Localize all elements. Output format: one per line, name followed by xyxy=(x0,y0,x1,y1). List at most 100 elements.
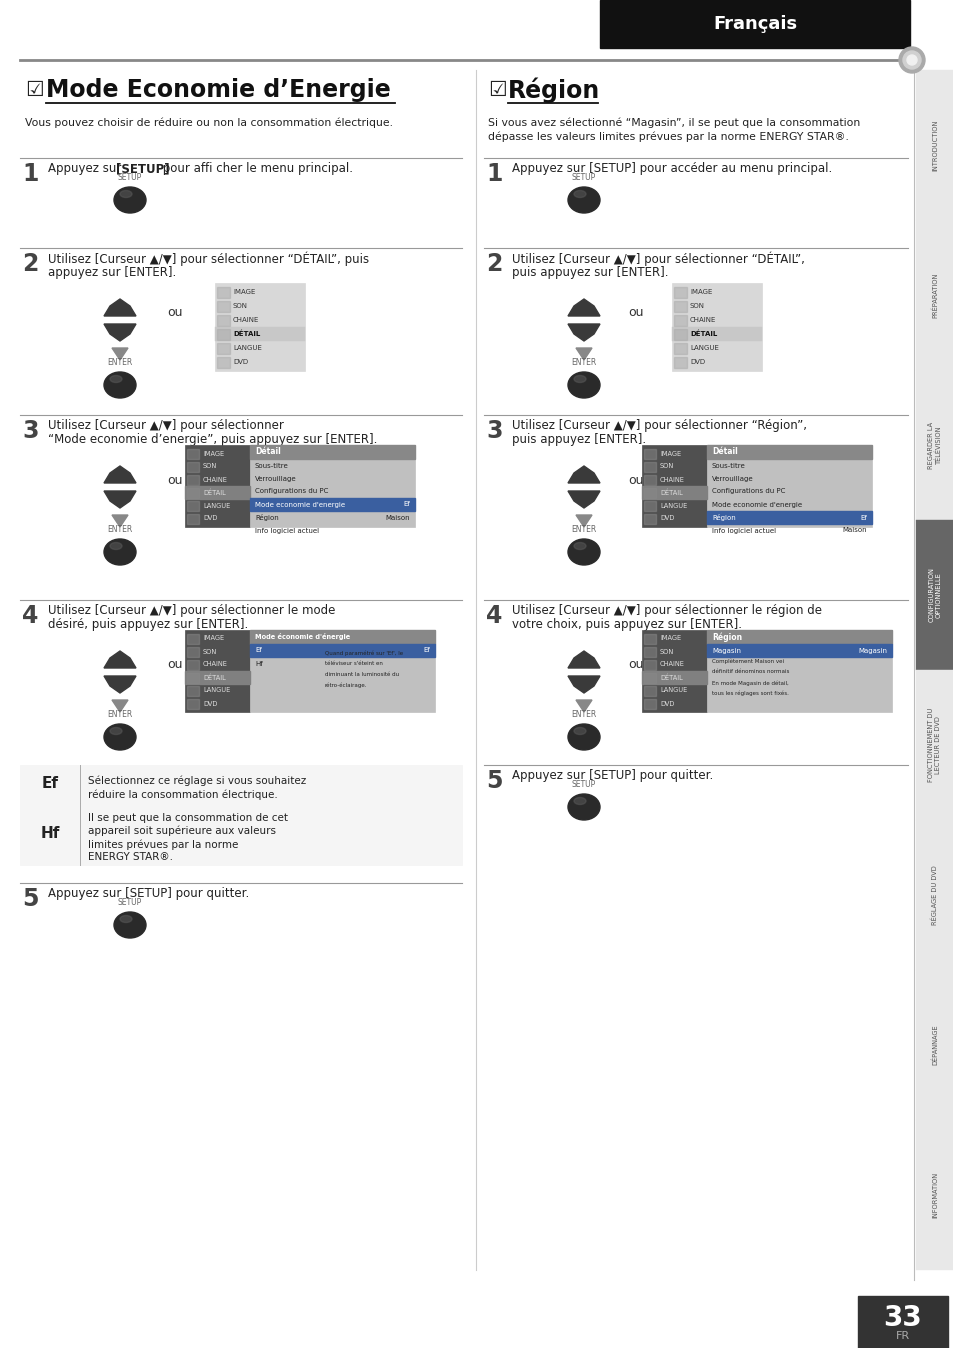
Text: DVD: DVD xyxy=(233,359,248,365)
Text: INTRODUCTION: INTRODUCTION xyxy=(931,120,937,171)
Text: pour affi cher le menu principal.: pour affi cher le menu principal. xyxy=(159,162,353,175)
Text: puis appuyez sur [ENTER].: puis appuyez sur [ENTER]. xyxy=(512,266,668,279)
Text: ou: ou xyxy=(628,659,643,671)
Bar xyxy=(214,283,305,371)
Ellipse shape xyxy=(110,376,122,383)
Text: Magasin: Magasin xyxy=(857,647,886,654)
Bar xyxy=(706,630,891,644)
Text: Ef: Ef xyxy=(42,776,58,791)
Text: Région: Région xyxy=(711,632,741,642)
Text: DÉTAIL: DÉTAIL xyxy=(203,489,226,496)
Bar xyxy=(185,630,250,712)
Bar xyxy=(915,971,953,1120)
Ellipse shape xyxy=(567,539,599,565)
Bar xyxy=(857,1295,947,1348)
Ellipse shape xyxy=(567,724,599,749)
Text: Ef: Ef xyxy=(423,647,430,654)
Bar xyxy=(673,315,686,326)
Text: ou: ou xyxy=(167,306,183,319)
Text: FONCTIONNEMENT DU
LECTEUR DE DVD: FONCTIONNEMENT DU LECTEUR DE DVD xyxy=(927,708,941,782)
Text: ou: ou xyxy=(167,659,183,671)
Text: Région: Région xyxy=(254,514,278,520)
Text: CONFIGURATION
OPTIONNELLE: CONFIGURATION OPTIONNELLE xyxy=(927,568,941,623)
Text: FR: FR xyxy=(895,1330,909,1341)
Text: IMAGE: IMAGE xyxy=(203,635,224,642)
Text: Hf: Hf xyxy=(254,661,262,666)
Ellipse shape xyxy=(574,376,585,383)
Text: 4: 4 xyxy=(485,604,502,628)
Polygon shape xyxy=(576,515,592,527)
Text: dépasse les valeurs limites prévues par la norme ENERGY STAR®.: dépasse les valeurs limites prévues par … xyxy=(488,132,848,143)
Bar xyxy=(187,449,199,460)
Text: Région: Région xyxy=(507,77,599,102)
Text: votre choix, puis appuyez sur [ENTER].: votre choix, puis appuyez sur [ENTER]. xyxy=(512,617,741,631)
Text: 5: 5 xyxy=(485,768,502,793)
Text: DVD: DVD xyxy=(203,701,217,706)
Bar xyxy=(216,342,230,355)
Ellipse shape xyxy=(574,798,585,805)
Text: ☑: ☑ xyxy=(25,80,44,100)
Bar xyxy=(673,357,686,368)
Text: Appuyez sur [SETUP] pour quitter.: Appuyez sur [SETUP] pour quitter. xyxy=(512,768,713,782)
Bar xyxy=(643,501,656,511)
Text: Appuyez sur: Appuyez sur xyxy=(48,162,125,175)
Bar xyxy=(643,488,656,497)
Text: Verrouillage: Verrouillage xyxy=(711,476,753,481)
Polygon shape xyxy=(104,299,136,315)
Text: IMAGE: IMAGE xyxy=(659,450,680,457)
Text: Sous-titre: Sous-titre xyxy=(711,462,745,469)
Bar xyxy=(250,630,435,644)
Text: ENTER: ENTER xyxy=(571,710,596,718)
Text: Ef: Ef xyxy=(860,515,866,520)
Bar xyxy=(706,630,891,712)
Text: ENTER: ENTER xyxy=(571,359,596,367)
Text: désiré, puis appuyez sur [ENTER].: désiré, puis appuyez sur [ENTER]. xyxy=(48,617,248,631)
Bar xyxy=(643,661,656,670)
Bar xyxy=(643,514,656,524)
Text: 1: 1 xyxy=(22,162,38,186)
Text: définitif dénominos normais: définitif dénominos normais xyxy=(711,669,788,674)
Text: Utilisez [Curseur ▲/▼] pour sélectionner le région de: Utilisez [Curseur ▲/▼] pour sélectionner… xyxy=(512,604,821,617)
Bar xyxy=(643,462,656,472)
Text: Vous pouvez choisir de réduire ou non la consommation électrique.: Vous pouvez choisir de réduire ou non la… xyxy=(25,119,393,128)
Text: Mode economie d'energie: Mode economie d'energie xyxy=(711,501,801,507)
Text: Ef: Ef xyxy=(254,647,262,654)
Bar xyxy=(643,647,656,656)
Text: SON: SON xyxy=(203,648,217,655)
Polygon shape xyxy=(104,675,136,693)
Polygon shape xyxy=(112,700,128,712)
Bar xyxy=(187,673,199,683)
Ellipse shape xyxy=(104,724,136,749)
Polygon shape xyxy=(567,466,599,483)
Polygon shape xyxy=(104,651,136,669)
Ellipse shape xyxy=(110,728,122,735)
Bar xyxy=(673,287,686,298)
Bar xyxy=(915,70,953,220)
Text: IMAGE: IMAGE xyxy=(689,288,712,295)
Text: SETUP: SETUP xyxy=(571,780,596,789)
Text: ENERGY STAR®.: ENERGY STAR®. xyxy=(88,852,172,861)
Text: LANGUE: LANGUE xyxy=(203,687,230,693)
Text: Appuyez sur [SETUP] pour quitter.: Appuyez sur [SETUP] pour quitter. xyxy=(48,887,249,900)
Bar xyxy=(599,0,909,49)
Text: DVD: DVD xyxy=(659,701,674,706)
Text: Appuyez sur [SETUP] pour accéder au menu principal.: Appuyez sur [SETUP] pour accéder au menu… xyxy=(512,162,831,175)
Text: CHAINE: CHAINE xyxy=(203,662,228,667)
Text: “Mode economie d’energie”, puis appuyez sur [ENTER].: “Mode economie d’energie”, puis appuyez … xyxy=(48,433,377,446)
Bar xyxy=(250,445,415,460)
Text: PRÉPARATION: PRÉPARATION xyxy=(931,272,937,318)
Text: tous les réglages sont fixés.: tous les réglages sont fixés. xyxy=(711,692,788,697)
Text: Hf: Hf xyxy=(40,826,60,841)
Text: SETUP: SETUP xyxy=(118,173,142,182)
Text: 5: 5 xyxy=(22,887,38,911)
Bar xyxy=(915,220,953,369)
Text: SON: SON xyxy=(659,464,674,469)
Polygon shape xyxy=(576,700,592,712)
Text: LANGUE: LANGUE xyxy=(689,345,719,350)
Text: Utilisez [Curseur ▲/▼] pour sélectionner “DÉTAIL”, puis: Utilisez [Curseur ▲/▼] pour sélectionner… xyxy=(48,252,369,267)
Text: SETUP: SETUP xyxy=(571,173,596,182)
Text: Verrouillage: Verrouillage xyxy=(254,476,296,481)
Text: ☑: ☑ xyxy=(488,80,506,100)
Text: LANGUE: LANGUE xyxy=(659,687,686,693)
Text: SON: SON xyxy=(689,303,704,309)
